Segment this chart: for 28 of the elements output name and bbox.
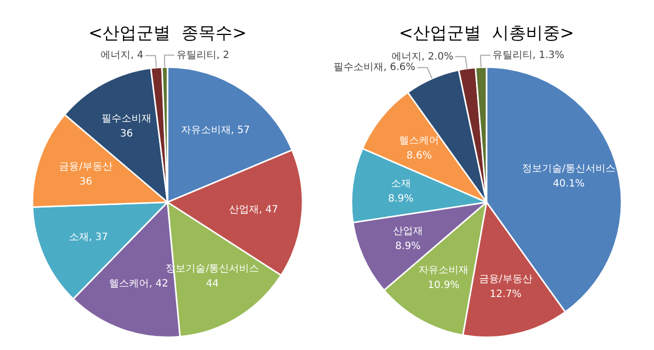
slice-label: 유틸리티, 1.3% — [492, 50, 564, 61]
slice-label: 산업재 — [392, 226, 423, 237]
data-label: 8.6% — [406, 150, 432, 162]
chart-title: <산업군별 종목수> — [88, 24, 247, 44]
data-label: 36 — [80, 176, 92, 188]
slice-label: 정보기술/통신서비스 — [522, 163, 616, 174]
slice-label: 산업재, 47 — [229, 204, 278, 216]
chart-title: <산업군별 시총비중> — [398, 24, 574, 44]
data-label: 44 — [206, 278, 219, 290]
data-label: 12.7% — [490, 289, 522, 300]
slice-label: 에너지, 2.0% — [392, 51, 454, 62]
slice-label: 필수소비재, 6.6% — [333, 62, 416, 74]
slice-label: 자유소비재 — [418, 264, 469, 276]
slice-label: 소재 — [390, 178, 411, 190]
slice-label: 소재, 37 — [68, 232, 108, 243]
slice-label: 금융/부동산 — [478, 274, 532, 286]
slice-label: 유틸리티, 2 — [176, 50, 230, 61]
slice-label: 필수소비재 — [101, 114, 152, 125]
data-label: 40.1% — [552, 178, 585, 190]
data-label: 36 — [120, 128, 133, 140]
slice-label: 헬스케어 — [399, 136, 440, 147]
data-label: 10.9% — [428, 280, 460, 291]
slice-label: 자유소비재, 57 — [180, 124, 250, 136]
data-label: 8.9% — [388, 194, 414, 205]
data-label: 8.9% — [395, 240, 421, 252]
slice-label: 헬스케어, 42 — [109, 278, 168, 290]
slice-label: 금융/부동산 — [59, 161, 113, 172]
slice-label: 에너지, 4 — [100, 50, 144, 62]
